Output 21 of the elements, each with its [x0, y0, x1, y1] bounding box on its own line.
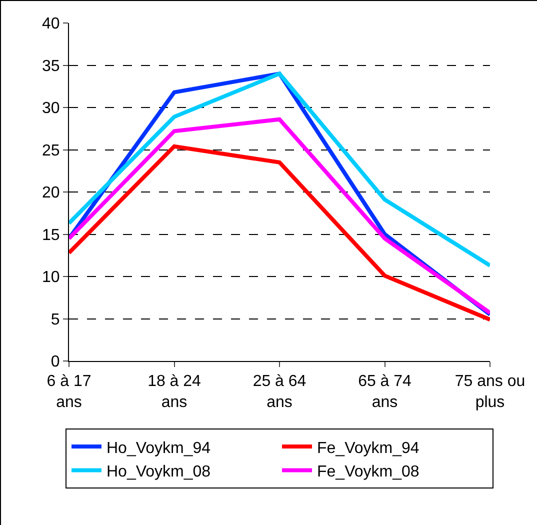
y-tick-label: 30 [42, 100, 60, 118]
x-tick-label: 65 à 74 ans [358, 373, 412, 411]
y-tick-label: 40 [42, 16, 60, 33]
legend-label: Fe_Voykm_08 [317, 464, 420, 481]
line-series [69, 72, 490, 268]
y-tick-label: 0 [50, 354, 60, 371]
x-tick-label: 6 à 17 ans [46, 373, 92, 411]
y-tick-label: 35 [42, 58, 60, 75]
line-series [69, 117, 490, 315]
y-tick-label: 10 [42, 269, 60, 286]
legend-label: Ho_Voykm_94 [106, 440, 211, 457]
y-tick-label: 20 [42, 184, 60, 202]
x-tick-label: 25 à 64 ans [252, 373, 306, 411]
line-series [69, 144, 490, 322]
x-tick-label: 18 à 24 ans [148, 373, 202, 411]
y-tick-label: 5 [50, 311, 60, 328]
x-tick-label: 75 ans ou plus [454, 373, 526, 411]
y-tick-label: 25 [42, 142, 60, 160]
legend-label: Fe_Voykm_94 [317, 440, 420, 457]
legend-label: Ho_Voykm_08 [106, 464, 211, 481]
y-tick-label: 15 [42, 226, 60, 244]
